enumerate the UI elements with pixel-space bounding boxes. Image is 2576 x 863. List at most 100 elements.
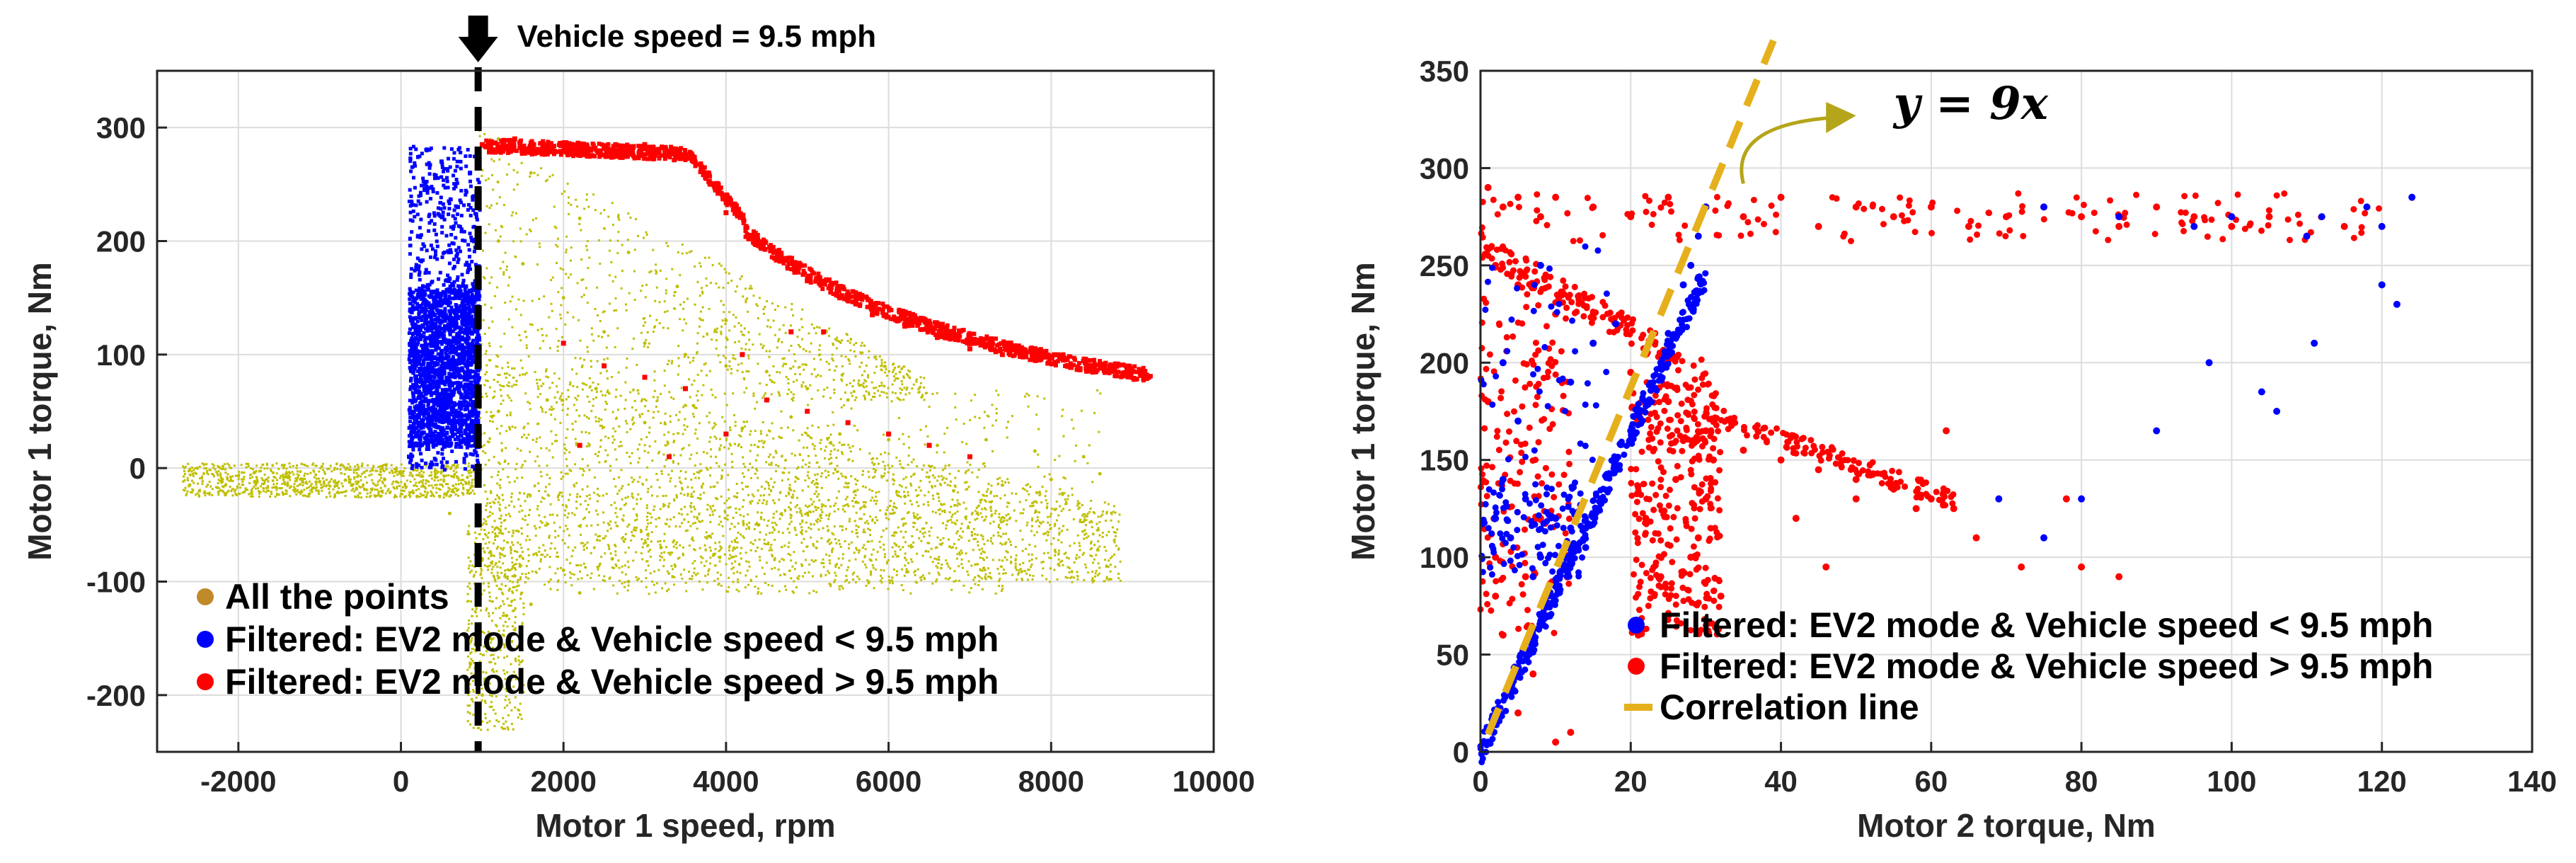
all-points-dot: [604, 580, 606, 582]
all-points-dot: [575, 564, 578, 566]
all-points-dot: [545, 334, 548, 337]
all-points-dot: [941, 564, 943, 566]
all-points-dot: [895, 491, 897, 494]
all-points-dot: [882, 569, 885, 572]
all-points-dot: [536, 173, 539, 176]
all-points-dot: [572, 316, 575, 319]
all-points-dot: [599, 562, 602, 565]
all-points-dot: [740, 331, 742, 333]
all-points-dot: [288, 476, 290, 479]
all-points-dot: [237, 478, 240, 481]
all-points-dot: [498, 507, 501, 510]
all-points-dot: [241, 471, 243, 474]
all-points-dot: [616, 515, 619, 518]
all-points-dot: [580, 533, 582, 536]
all-points-dot: [923, 399, 926, 401]
all-points-dot: [430, 490, 432, 493]
all-points-dot: [189, 474, 192, 476]
all-points-dot: [834, 469, 836, 471]
all-points-dot: [866, 579, 869, 582]
all-points-dot: [732, 357, 735, 360]
all-points-dot: [891, 464, 894, 467]
all-points-dot: [685, 404, 688, 407]
all-points-dot: [274, 496, 277, 498]
all-points-dot: [357, 480, 360, 483]
all-points-dot: [1001, 520, 1004, 523]
all-points-dot: [484, 490, 487, 493]
all-points-dot: [757, 502, 759, 505]
all-points-dot: [208, 481, 211, 484]
all-points-dot: [1105, 549, 1108, 552]
all-points-dot: [679, 573, 682, 576]
all-points-dot: [1035, 510, 1038, 513]
all-points-dot: [482, 582, 485, 585]
all-points-dot: [708, 546, 711, 549]
all-points-dot: [827, 362, 830, 365]
all-points-dot: [1021, 538, 1024, 541]
all-points-dot: [907, 464, 909, 467]
all-points-dot: [1088, 444, 1091, 447]
all-points-dot: [514, 480, 516, 483]
all-points-dot: [643, 444, 646, 447]
all-points-dot: [794, 476, 797, 479]
all-points-dot: [763, 539, 766, 541]
all-points-dot: [870, 571, 872, 574]
all-points-dot: [785, 362, 787, 365]
all-points-dot: [673, 440, 676, 442]
all-points-dot: [771, 302, 774, 305]
all-points-dot: [519, 374, 521, 377]
all-points-dot: [309, 489, 312, 492]
all-points-dot: [527, 577, 530, 580]
all-points-dot: [742, 456, 744, 459]
all-points-dot: [813, 368, 816, 371]
all-points-dot: [308, 493, 311, 495]
all-points-dot: [726, 368, 729, 371]
all-points-dot: [895, 372, 897, 375]
all-points-dot: [614, 554, 617, 556]
all-points-dot: [532, 554, 535, 556]
all-points-dot: [389, 471, 391, 474]
all-points-dot: [753, 527, 756, 530]
all-points-dot: [849, 362, 851, 365]
all-points-dot: [735, 588, 738, 591]
all-points-dot: [842, 372, 844, 375]
all-points-dot: [509, 428, 511, 431]
all-points-dot: [849, 382, 851, 384]
all-points-dot: [772, 438, 775, 440]
all-points-dot: [212, 475, 215, 478]
all-points-dot: [760, 486, 763, 488]
all-points-dot: [765, 503, 768, 505]
all-points-dot: [1105, 520, 1107, 522]
all-points-dot: [502, 602, 505, 605]
all-points-dot: [403, 484, 406, 487]
all-points-dot: [907, 435, 910, 438]
all-points-dot: [806, 427, 809, 430]
all-points-dot: [771, 555, 774, 558]
all-points-dot: [522, 299, 525, 302]
all-points-dot: [735, 316, 737, 319]
all-points-dot: [510, 546, 512, 549]
all-points-dot: [516, 646, 518, 649]
all-points-dot: [698, 520, 701, 522]
all-points-dot: [598, 539, 601, 542]
all-points-dot: [381, 466, 384, 468]
all-points-dot: [867, 376, 869, 379]
all-points-dot: [885, 368, 887, 371]
all-points-dot: [1091, 581, 1094, 583]
all-points-dot: [672, 441, 675, 444]
all-points-dot: [691, 538, 694, 541]
all-points-dot: [657, 517, 660, 520]
all-points-dot: [1018, 569, 1020, 571]
all-points-dot: [550, 542, 553, 544]
all-points-dot: [1065, 502, 1068, 505]
all-points-dot: [355, 472, 358, 474]
all-points-dot: [534, 535, 537, 537]
all-points-dot: [453, 464, 456, 467]
all-points-dot: [368, 496, 371, 498]
all-points-dot: [928, 572, 931, 575]
all-points-dot: [812, 510, 815, 513]
all-points-dot: [479, 653, 482, 656]
all-points-dot: [597, 487, 599, 490]
all-points-dot: [571, 512, 574, 515]
all-points-dot: [695, 394, 698, 397]
